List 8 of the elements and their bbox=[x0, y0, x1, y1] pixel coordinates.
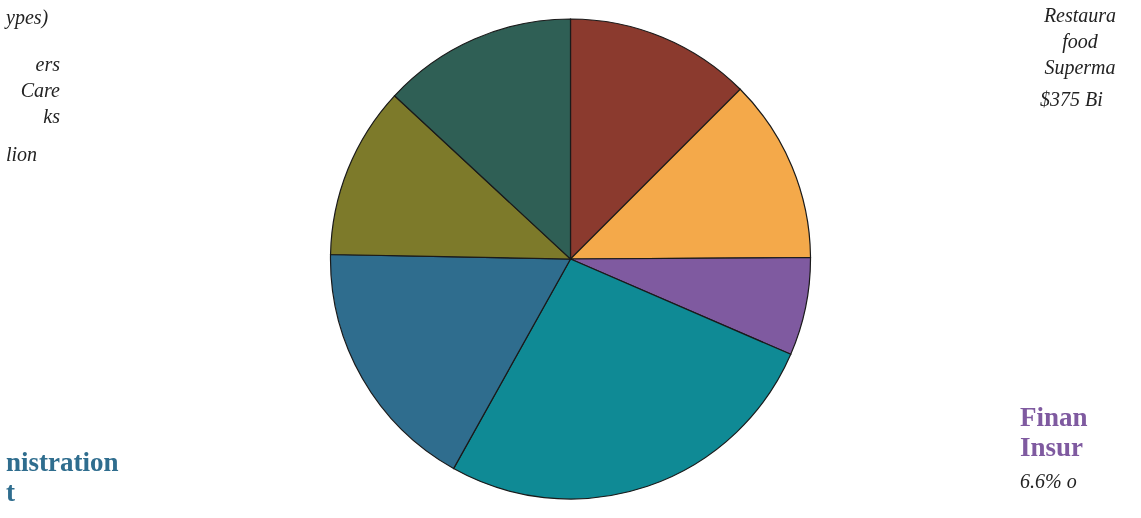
text: ypes) bbox=[4, 6, 49, 29]
text: ers Care ks bbox=[20, 53, 61, 127]
text: Restaura food Superma bbox=[1042, 4, 1117, 79]
text: $375 Bi bbox=[1040, 88, 1103, 110]
text: nistration t bbox=[6, 447, 119, 507]
text: lion bbox=[6, 143, 38, 165]
text: Finan Insur bbox=[1020, 402, 1088, 462]
text: 6.6% o bbox=[1020, 470, 1077, 492]
